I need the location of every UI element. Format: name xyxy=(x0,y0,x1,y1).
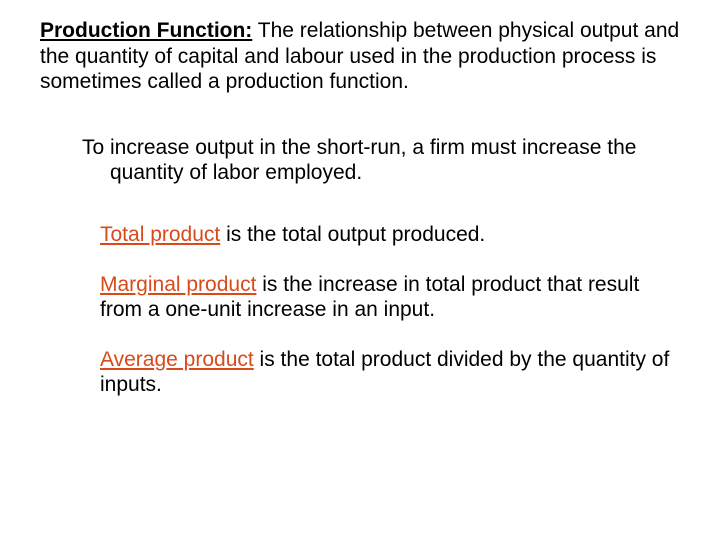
def-marginal-product: Marginal product is the increase in tota… xyxy=(100,272,670,323)
production-function-paragraph: Production Function: The relationship be… xyxy=(40,18,680,95)
def-total-product-rest: is the total output produced. xyxy=(220,223,485,246)
slide: Production Function: The relationship be… xyxy=(0,0,720,540)
term-average-product: Average product xyxy=(100,348,254,371)
term-total-product: Total product xyxy=(100,223,220,246)
heading: Production Function: xyxy=(40,19,252,42)
term-marginal-product: Marginal product xyxy=(100,273,256,296)
def-total-product: Total product is the total output produc… xyxy=(100,222,670,248)
definitions: Total product is the total output produc… xyxy=(100,222,670,398)
def-average-product: Average product is the total product div… xyxy=(100,347,670,398)
short-run-paragraph: To increase output in the short-run, a f… xyxy=(82,135,680,186)
